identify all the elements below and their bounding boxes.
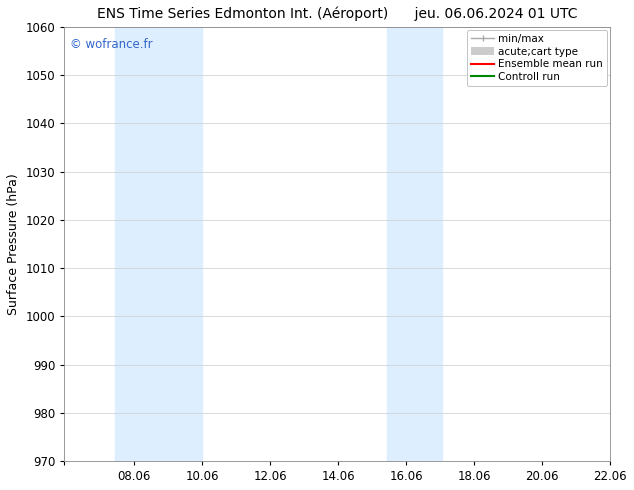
Bar [115,27,202,461]
Title: ENS Time Series Edmonton Int. (Aéroport)      jeu. 06.06.2024 01 UTC: ENS Time Series Edmonton Int. (Aéroport)… [97,7,578,22]
Bar [387,27,442,461]
Legend: min/max, acute;cart type, Ensemble mean run, Controll run: min/max, acute;cart type, Ensemble mean … [467,30,607,86]
Y-axis label: Surface Pressure (hPa): Surface Pressure (hPa) [7,173,20,315]
Text: © wofrance.fr: © wofrance.fr [70,38,152,50]
